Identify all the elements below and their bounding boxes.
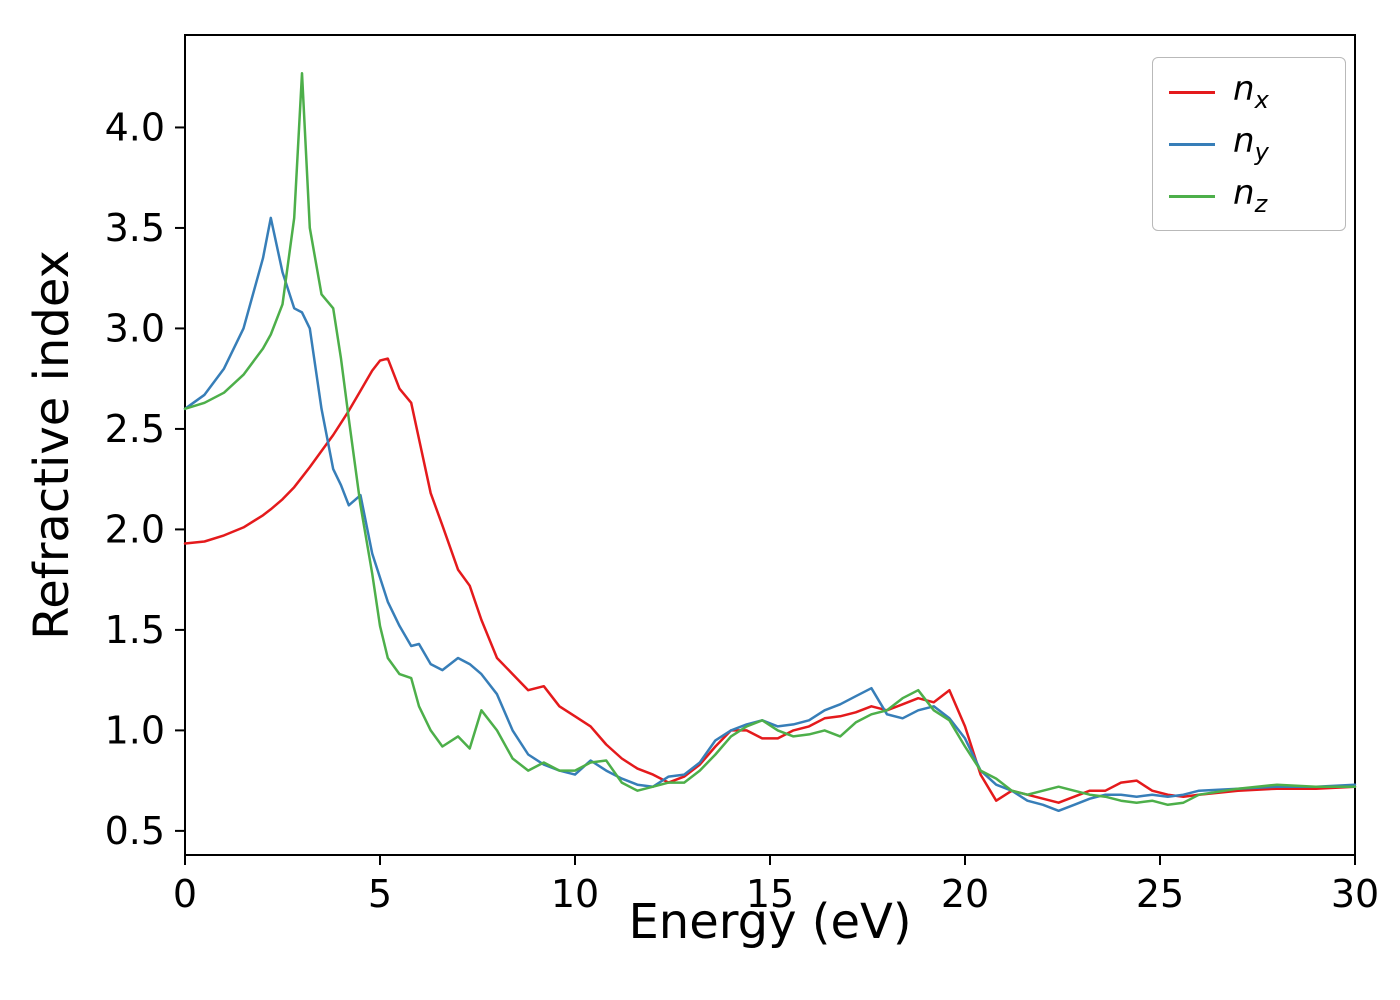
series-line-n_x: [183, 357, 1357, 804]
y-tick-label: 3.5: [105, 206, 165, 250]
legend-entry: nz: [1153, 174, 1345, 218]
legend-label: nz: [1233, 176, 1267, 216]
series-line-n_z: [183, 71, 1357, 807]
legend-label-base: n: [1233, 69, 1255, 110]
y-tick-label: 2.5: [105, 407, 165, 451]
legend-label-sub: x: [1254, 85, 1269, 114]
y-tick-label: 3.0: [105, 306, 165, 350]
legend-label: ny: [1233, 124, 1269, 164]
x-axis-label: Energy (eV): [628, 894, 912, 950]
x-tick-label: 5: [368, 872, 392, 916]
y-axis-label: Refractive index: [24, 250, 80, 640]
y-tick-label: 2.0: [105, 507, 165, 551]
x-tick-label: 25: [1136, 872, 1184, 916]
y-tick-label: 1.5: [105, 608, 165, 652]
y-tick-label: 0.5: [105, 809, 165, 853]
legend-label-base: n: [1233, 173, 1255, 214]
legend-label-sub: y: [1254, 137, 1269, 166]
legend-label: nx: [1233, 72, 1269, 112]
legend-line-swatch: [1169, 142, 1215, 146]
x-tick-label: 15: [746, 872, 794, 916]
y-tick-label: 1.0: [105, 708, 165, 752]
legend-line-swatch: [1169, 194, 1215, 198]
x-tick-label: 30: [1331, 872, 1379, 916]
legend-label-sub: z: [1254, 189, 1268, 218]
legend-line-swatch: [1169, 90, 1215, 94]
x-tick-label: 10: [551, 872, 599, 916]
legend-entry: nx: [1153, 70, 1345, 114]
x-tick-label: 20: [941, 872, 989, 916]
series-line-n_y: [183, 216, 1357, 813]
y-tick-label: 4.0: [105, 105, 165, 149]
legend-label-base: n: [1233, 121, 1255, 162]
legend: nx ny nz: [1152, 57, 1346, 231]
x-tick-label: 0: [173, 872, 197, 916]
legend-entry: ny: [1153, 122, 1345, 166]
